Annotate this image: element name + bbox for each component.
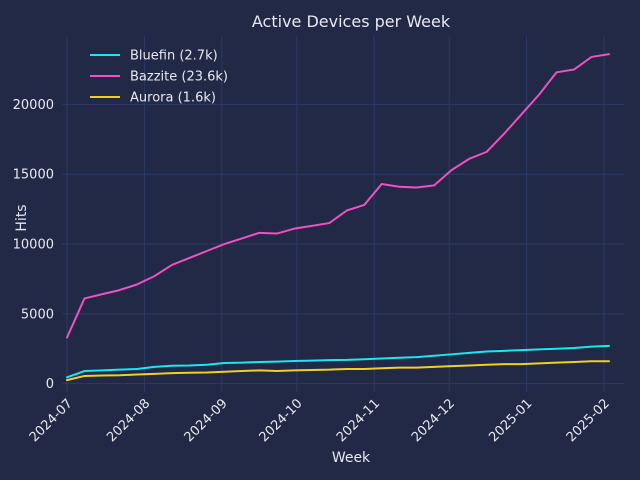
x-grid [66,36,605,392]
legend-label-bazzite: Bazzite (23.6k) [130,70,228,85]
legend: Bluefin (2.7k) Bazzite (23.6k) Aurora (1.6… [90,49,228,106]
legend-label-aurora: Aurora (1.6k) [130,91,216,106]
y-tick-label: 0 [46,377,54,392]
legend-label-bluefin: Bluefin (2.7k) [130,49,218,64]
y-tick-label: 15000 [13,168,54,183]
series-lines [66,53,611,382]
series-line-aurora [66,360,611,382]
y-axis-ticks: 0 5000 10000 15000 20000 [13,98,54,392]
y-axis-label: Hits [14,204,30,231]
y-tick-label: 20000 [13,98,54,113]
series-line-bazzite [66,53,611,339]
series-line-bluefin [66,344,611,379]
y-tick-label: 5000 [21,307,54,322]
x-axis-label: Week [332,450,371,466]
chart-title: Active Devices per Week [252,12,451,31]
y-tick-label: 10000 [13,238,54,253]
